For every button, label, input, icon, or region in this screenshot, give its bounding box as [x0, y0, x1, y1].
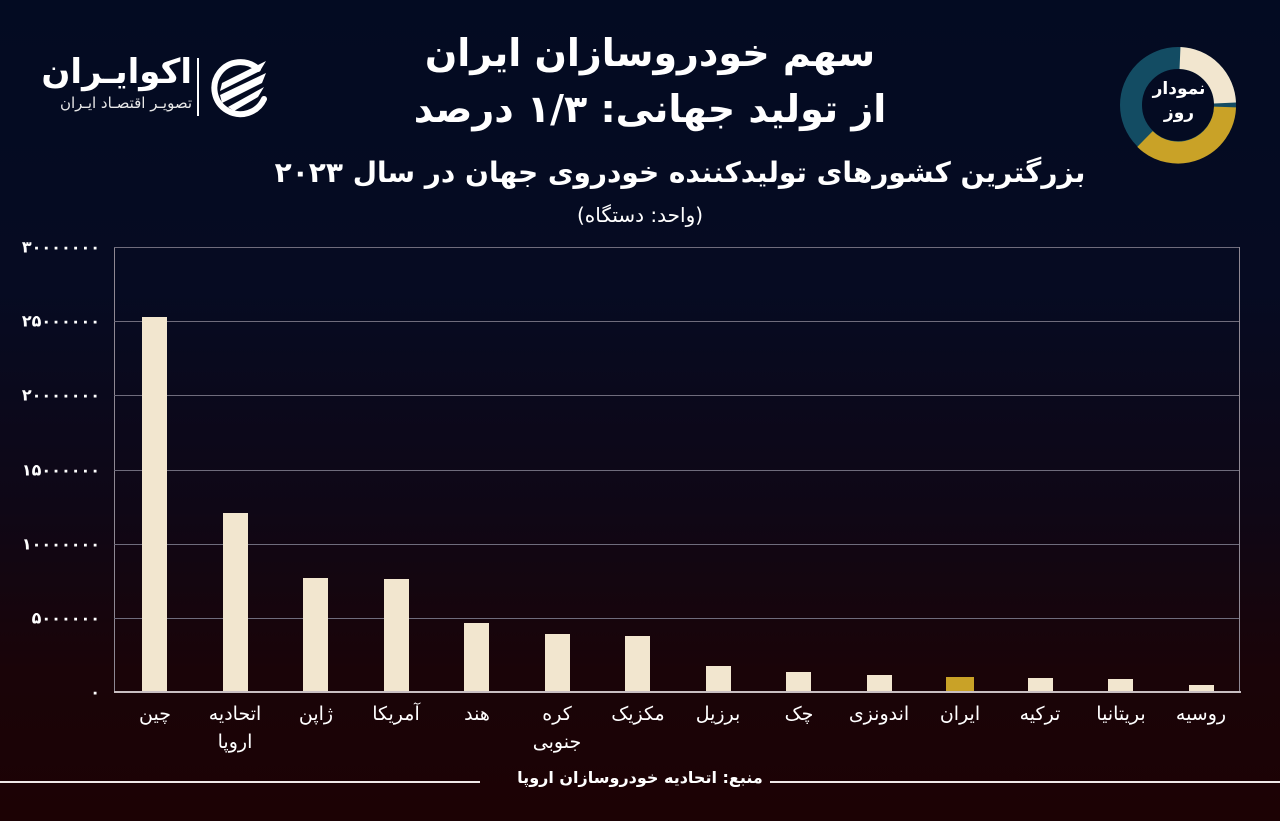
y-tick-label: ۱۰۰۰۰۰۰۰: [21, 534, 100, 554]
bar-mexico: [625, 636, 650, 692]
x-tick-label: مکزیک: [593, 700, 683, 728]
x-label-line1: روسیه: [1175, 703, 1227, 725]
bar-brazil: [706, 666, 731, 692]
badge-label-line2: روز: [1163, 103, 1195, 123]
bar-russia: [1189, 685, 1214, 692]
x-tick-label: بریتانیا: [1076, 700, 1166, 728]
badge-label: نمودار روز: [1146, 77, 1212, 125]
chart-subtitle: بزرگترین کشورهای تولیدکننده خودروی جهان …: [274, 156, 1086, 189]
bar-turkey: [1028, 678, 1053, 692]
x-tick-label: ترکیه: [995, 700, 1085, 728]
brand-name: اکوایـران: [41, 52, 192, 92]
x-label-line1: چک: [784, 703, 814, 725]
gridline: [114, 618, 1239, 619]
x-tick-label: چک: [754, 700, 844, 728]
x-label-line1: اندونزی: [848, 703, 910, 725]
x-label-line1: ایران: [939, 703, 981, 725]
x-tick-label: کره جنوبی: [512, 700, 602, 756]
bar-india: [464, 623, 489, 692]
x-tick-label: هند: [432, 700, 522, 728]
gridline: [114, 247, 1239, 248]
y-tick-label: ۲۰۰۰۰۰۰۰: [21, 385, 100, 405]
x-label-line1: ژاپن: [298, 703, 334, 725]
bar-european-union: [223, 513, 248, 692]
x-tick-label: برزیل: [673, 700, 763, 728]
badge-label-line1: نمودار: [1152, 79, 1206, 99]
y-tick-label: ۵۰۰۰۰۰۰: [31, 608, 100, 628]
y-tick-label: ۲۵۰۰۰۰۰۰: [21, 311, 100, 331]
chart-title-line2: از تولید جهانی: ۱/۳ درصد: [413, 87, 887, 131]
bar-uk: [1108, 679, 1133, 692]
x-tick-label: روسیه: [1156, 700, 1246, 728]
x-label-line1: ترکیه: [1019, 703, 1061, 725]
x-label-line1: اتحادیه: [208, 703, 262, 725]
x-tick-label: ژاپن: [271, 700, 361, 728]
bar-south-korea: [545, 634, 570, 692]
bar-czechia: [786, 672, 811, 692]
bar-china: [142, 317, 167, 692]
gridline: [114, 544, 1239, 545]
x-tick-label: اتحادیه اروپا: [190, 700, 280, 756]
y-tick-label: ۳۰۰۰۰۰۰۰: [21, 237, 100, 257]
y-tick-label: ۰: [90, 682, 100, 702]
donut-chart-icon: [1120, 47, 1236, 164]
ecoiran-swirl-logo-icon: [211, 59, 267, 118]
bar-usa: [384, 579, 409, 692]
logo-divider: [197, 58, 199, 116]
gridline: [114, 321, 1239, 322]
bar-japan: [303, 578, 328, 692]
x-label-line2: اروپا: [217, 731, 253, 753]
x-label-line1: کره: [542, 703, 572, 725]
right-axis-line: [1239, 247, 1240, 693]
x-label-line1: برزیل: [695, 703, 741, 725]
bar-indonesia: [867, 675, 892, 692]
y-tick-label: ۱۵۰۰۰۰۰۰: [21, 460, 100, 480]
gridline: [114, 470, 1239, 471]
source-note: منبع: اتحادیه خودروسازان اروپا: [517, 768, 763, 787]
x-label-line2: جنوبی: [532, 731, 582, 753]
footer-rule-left: [0, 781, 480, 783]
x-tick-label: ایران: [915, 700, 1005, 728]
x-tick-label: اندونزی: [834, 700, 924, 728]
x-label-line1: آمریکا: [372, 703, 420, 725]
footer-rule-right: [770, 781, 1280, 783]
x-tick-label: چین: [110, 700, 200, 728]
x-label-line1: هند: [464, 703, 490, 725]
gridline: [114, 395, 1239, 396]
chart-title-line1: سهم خودروسازان ایران: [424, 31, 876, 75]
bar-iran: [946, 677, 974, 692]
x-label-line1: چین: [139, 703, 171, 725]
x-label-line1: مکزیک: [611, 703, 665, 725]
unit-label: (واحد: دستگاه): [576, 203, 704, 227]
x-label-line1: بریتانیا: [1096, 703, 1146, 725]
x-axis-line: [114, 691, 1241, 693]
x-tick-label: آمریکا: [351, 700, 441, 728]
brand-tagline: تصویـر اقتصـاد ایـران: [59, 94, 192, 112]
